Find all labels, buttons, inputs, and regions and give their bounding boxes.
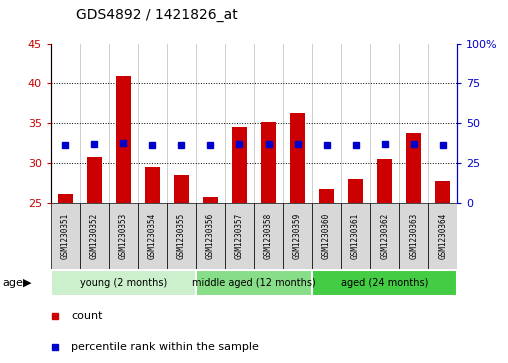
Text: GSM1230363: GSM1230363 — [409, 213, 418, 259]
Bar — [320, 189, 334, 203]
Bar — [348, 179, 363, 203]
Text: GSM1230354: GSM1230354 — [148, 213, 157, 259]
Bar — [196, 203, 225, 269]
Bar — [58, 194, 73, 203]
Bar — [167, 203, 196, 269]
Bar — [174, 175, 188, 203]
Bar — [406, 133, 421, 203]
Bar — [80, 203, 109, 269]
Text: GSM1230351: GSM1230351 — [61, 213, 70, 259]
Text: percentile rank within the sample: percentile rank within the sample — [71, 342, 259, 352]
Bar — [203, 197, 218, 203]
Text: GSM1230359: GSM1230359 — [293, 213, 302, 259]
Text: count: count — [71, 311, 103, 321]
Bar — [312, 270, 457, 296]
Bar — [51, 270, 196, 296]
Bar — [232, 127, 247, 203]
Bar — [341, 203, 370, 269]
Text: middle aged (12 months): middle aged (12 months) — [192, 278, 316, 288]
Bar — [254, 203, 283, 269]
Text: GSM1230362: GSM1230362 — [380, 213, 389, 259]
Bar — [290, 113, 305, 203]
Text: GSM1230360: GSM1230360 — [322, 213, 331, 259]
Text: GSM1230358: GSM1230358 — [264, 213, 273, 259]
Bar — [370, 203, 399, 269]
Bar — [435, 181, 450, 203]
Text: ▶: ▶ — [23, 278, 31, 288]
Bar — [283, 203, 312, 269]
Bar — [145, 167, 160, 203]
Text: GSM1230353: GSM1230353 — [119, 213, 128, 259]
Bar — [377, 159, 392, 203]
Text: GSM1230364: GSM1230364 — [438, 213, 447, 259]
Text: young (2 months): young (2 months) — [80, 278, 167, 288]
Bar — [312, 203, 341, 269]
Bar — [261, 122, 276, 203]
Bar — [428, 203, 457, 269]
Text: GSM1230361: GSM1230361 — [351, 213, 360, 259]
Text: GSM1230352: GSM1230352 — [90, 213, 99, 259]
Text: GDS4892 / 1421826_at: GDS4892 / 1421826_at — [76, 8, 238, 22]
Text: GSM1230357: GSM1230357 — [235, 213, 244, 259]
Text: GSM1230356: GSM1230356 — [206, 213, 215, 259]
Bar — [87, 157, 102, 203]
Bar — [116, 76, 131, 203]
Text: aged (24 months): aged (24 months) — [341, 278, 428, 288]
Text: age: age — [3, 278, 23, 288]
Bar — [225, 203, 254, 269]
Text: GSM1230355: GSM1230355 — [177, 213, 186, 259]
Bar — [399, 203, 428, 269]
Bar — [196, 270, 312, 296]
Bar — [109, 203, 138, 269]
Bar — [138, 203, 167, 269]
Bar — [51, 203, 80, 269]
